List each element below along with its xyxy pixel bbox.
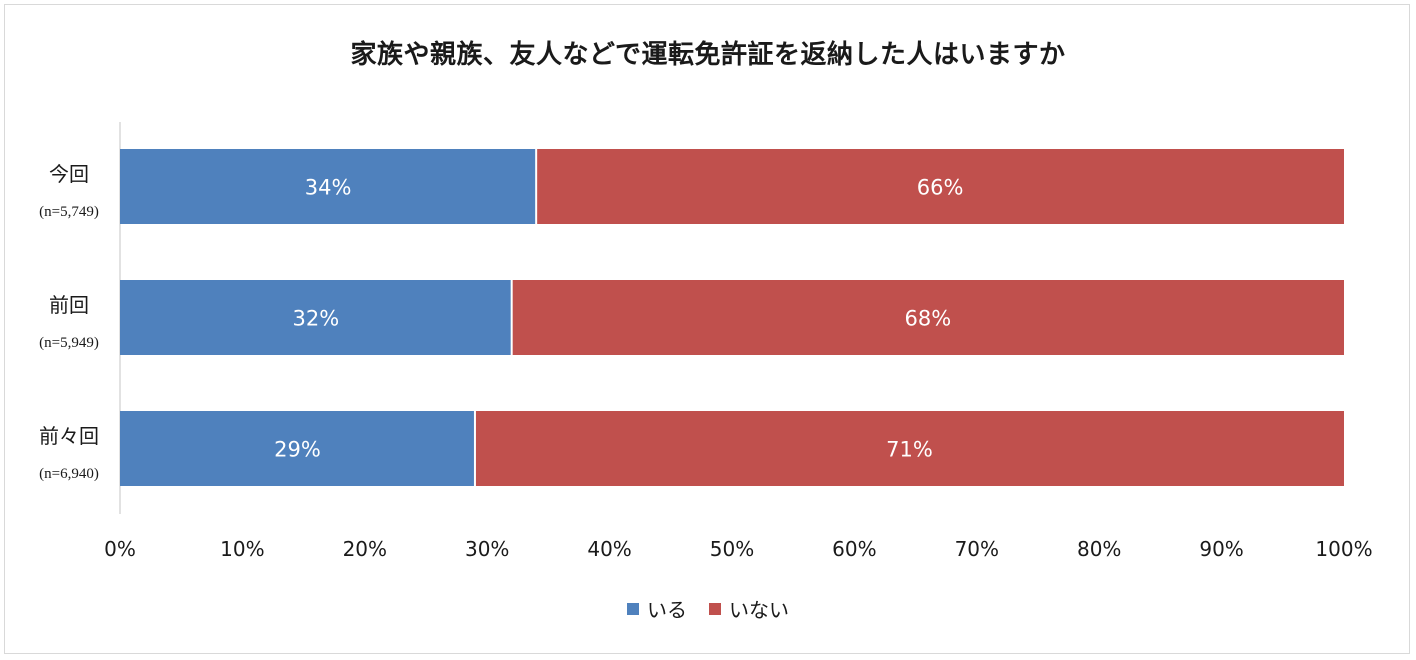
x-tick-label-9: 90% [1199,537,1243,561]
legend: いる いない [0,594,1416,623]
x-tick-label-1: 10% [220,537,264,561]
category-n-1: (n=5,949) [39,335,99,351]
x-tick-label-6: 60% [832,537,876,561]
data-label-inai-0: 66% [917,176,964,200]
data-label-iru-0: 34% [305,176,352,200]
category-label-0: 今回 [49,162,89,186]
bar-inai-0 [536,149,1344,224]
x-tick-label-2: 20% [343,537,387,561]
x-tick-label-8: 80% [1077,537,1121,561]
data-label-inai-1: 68% [904,307,951,331]
legend-item-inai: いない [709,594,789,623]
x-tick-label-7: 70% [955,537,999,561]
category-label-2: 前々回 [39,424,99,448]
legend-swatch-iru [627,602,639,615]
bar-inai-2 [474,411,1345,486]
legend-label-iru: いる [647,598,687,622]
category-label-1: 前回 [49,293,89,317]
x-tick-label-4: 40% [587,537,631,561]
bar-inai-1 [511,280,1344,355]
legend-item-iru: いる [627,594,687,623]
category-n-0: (n=5,749) [39,204,99,220]
bar-iru-1 [120,280,512,355]
category-n-2: (n=6,940) [39,466,99,482]
chart-title: 家族や親族、友人などで運転免許証を返納した人はいますか [350,40,1066,70]
legend-swatch-inai [709,602,721,615]
legend-label-inai: いない [729,598,789,622]
bar-iru-2 [120,411,475,486]
x-tick-label-5: 50% [710,537,754,561]
bar-iru-0 [120,149,537,224]
data-label-iru-2: 29% [274,438,321,462]
data-label-iru-1: 32% [292,307,339,331]
x-tick-label-0: 0% [104,537,136,561]
data-label-inai-2: 71% [886,438,933,462]
x-tick-label-10: 100% [1315,537,1372,561]
x-tick-label-3: 30% [465,537,509,561]
